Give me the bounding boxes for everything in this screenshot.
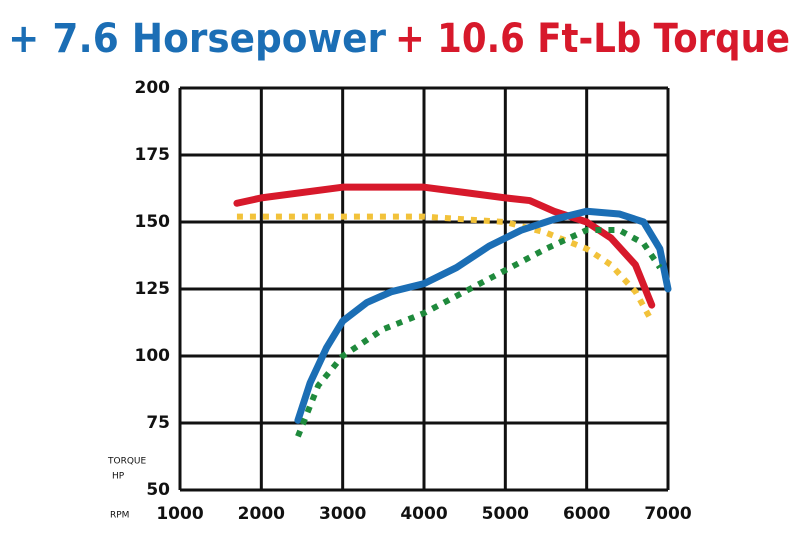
y-tick-label: 125 [135,279,171,299]
series-line [233,183,656,309]
x-axis-label: RPM [110,511,129,521]
series-line [236,213,655,323]
chart-title-hp: + 7.6 Horsepower [8,16,386,62]
series-line [294,207,672,424]
x-tick-label: 6000 [563,504,610,524]
y-tick-label: 75 [146,413,170,433]
y-tick-label: 100 [135,346,171,366]
x-tick-label: 3000 [319,504,366,524]
chart-title-torque: + 10.6 Ft-Lb Torque [395,16,790,62]
y-axis-label: HP [112,472,125,482]
x-tick-label: 1000 [156,504,203,524]
y-tick-label: 200 [135,78,171,98]
x-tick-label: 7000 [644,504,691,524]
y-tick-label: 150 [135,212,171,232]
y-tick-label: 50 [146,480,170,500]
series-line [295,227,663,438]
x-tick-label: 5000 [482,504,529,524]
x-tick-label: 4000 [400,504,447,524]
y-tick-label: 175 [135,145,171,165]
x-tick-label: 2000 [238,504,285,524]
y-axis-label: TORQUE [107,457,147,467]
